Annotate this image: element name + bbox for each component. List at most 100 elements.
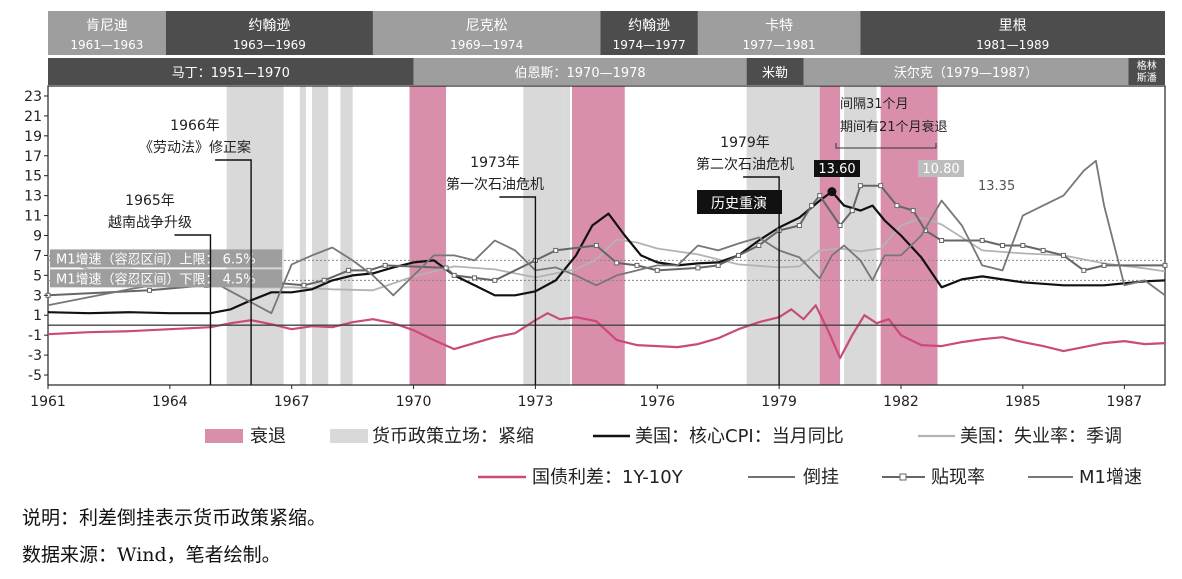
tightening-band	[312, 86, 329, 385]
legend-swatch-discount-marker	[899, 473, 907, 481]
peak-label: 13.35	[978, 179, 1015, 194]
fed-chair-cell	[746, 58, 804, 85]
y-tick-label: 11	[24, 209, 42, 225]
x-tick-label: 1985	[1005, 394, 1041, 410]
fed-chair-label: 马丁：1951—1970	[172, 66, 290, 81]
discount-rate-marker	[1101, 262, 1107, 268]
discount-rate-marker	[894, 203, 900, 209]
president-term: 1974—1977	[613, 38, 686, 52]
note-explanation: 说明：利差倒挂表示货币政策紧缩。	[22, 507, 327, 529]
discount-rate-marker	[147, 287, 153, 293]
gap-annotation: 间隔31个月	[840, 97, 909, 112]
discount-rate-marker	[837, 223, 843, 229]
discount-rate-marker	[736, 252, 742, 258]
x-tick-label: 1961	[30, 394, 66, 410]
recession-band	[571, 86, 625, 385]
president-term: 1981—1989	[976, 38, 1049, 52]
discount-rate-marker	[796, 223, 802, 229]
y-tick-label: 15	[24, 169, 42, 185]
peak-marker	[827, 187, 837, 197]
y-tick-label: 3	[33, 288, 42, 304]
y-tick-label: 13	[24, 189, 42, 205]
discount-rate-marker	[695, 265, 701, 271]
president-cell	[372, 11, 601, 55]
callout-leader	[499, 196, 537, 385]
y-tick-label: 21	[24, 109, 42, 125]
discount-rate-marker	[301, 282, 307, 288]
legend-label: 货币政策立场：紧缩	[372, 426, 534, 447]
tightening-band	[563, 86, 570, 385]
president-name: 卡特	[765, 18, 793, 34]
legend-label: 衰退	[250, 426, 286, 447]
history-badge-text: 历史重演	[711, 196, 767, 212]
tightening-band	[844, 86, 877, 385]
discount-rate-marker	[654, 267, 660, 273]
y-tick-label: 17	[24, 149, 42, 165]
president-term: 1963—1969	[233, 38, 306, 52]
annotation-1965: 1965年	[125, 193, 175, 209]
annotation-1979: 1979年	[720, 135, 770, 151]
legend-label: 倒挂	[803, 467, 839, 488]
discount-rate-marker	[1060, 252, 1066, 258]
peak-label-bg	[918, 160, 964, 177]
fed-chair-label: 米勒	[762, 66, 788, 81]
president-name: 尼克松	[466, 18, 508, 34]
series-line	[47, 159, 1166, 315]
president-cell	[48, 11, 166, 55]
x-tick-label: 1987	[1107, 394, 1143, 410]
annotation-1973: 第一次石油危机	[446, 176, 544, 193]
discount-rate-marker	[1162, 262, 1168, 268]
legend-label: 贴现率	[931, 467, 985, 488]
gap-bracket	[835, 143, 937, 149]
series-line	[47, 190, 1166, 315]
y-tick-label: -3	[28, 348, 42, 364]
president-name: 里根	[999, 18, 1027, 34]
discount-rate-marker	[382, 262, 388, 268]
legend-label: 美国：核心CPI：当月同比	[635, 426, 844, 447]
discount-rate-marker	[910, 208, 916, 214]
callout-leader	[215, 159, 252, 385]
fed-chair-label: 伯恩斯：1970—1978	[515, 66, 646, 81]
fed-chair-label: 斯潘	[1137, 71, 1157, 84]
tightening-band	[746, 86, 820, 385]
recession-band	[880, 86, 938, 385]
discount-rate-marker	[451, 272, 457, 278]
discount-rate-marker	[857, 183, 863, 189]
discount-rate-marker	[1081, 267, 1087, 273]
legend-swatch-tight	[330, 429, 368, 443]
discount-rate-marker	[1040, 247, 1046, 253]
discount-rate-marker	[321, 277, 327, 283]
president-cell	[860, 11, 1165, 55]
y-tick-label: 1	[33, 308, 42, 324]
x-tick-label: 1982	[883, 394, 919, 410]
callout-leader	[743, 176, 780, 385]
discount-rate-marker	[809, 203, 815, 209]
discount-rate-marker	[715, 262, 721, 268]
president-term: 1961—1963	[70, 38, 143, 52]
m1-upper-label: M1增速（容忍区间）上限： 6.5%	[56, 251, 256, 267]
president-name: 肯尼迪	[86, 18, 128, 34]
annotation-1966: 1966年	[170, 118, 220, 134]
x-tick-label: 1970	[396, 394, 432, 410]
discount-rate-marker	[492, 277, 498, 283]
fed-chair-cell	[413, 58, 747, 85]
annotation-1965: 越南战争升级	[108, 215, 192, 231]
m1-upper-label-bg	[50, 249, 282, 268]
annotation-1966: 《劳动法》修正案	[139, 139, 251, 156]
x-tick-label: 1979	[761, 394, 797, 410]
president-name: 约翰逊	[628, 18, 670, 34]
president-term: 1977—1981	[743, 38, 816, 52]
discount-rate-marker	[471, 275, 477, 281]
discount-rate-marker	[1000, 242, 1006, 248]
y-tick-label: 23	[24, 89, 42, 105]
x-tick-label: 1973	[518, 394, 554, 410]
discount-rate-marker	[593, 242, 599, 248]
legend-label: 国债利差：1Y-10Y	[532, 467, 684, 488]
series-line	[47, 304, 1166, 360]
discount-rate-marker	[1020, 242, 1026, 248]
discount-rate-marker	[634, 262, 640, 268]
callout-leader	[174, 234, 212, 385]
discount-rate-marker	[553, 247, 559, 253]
